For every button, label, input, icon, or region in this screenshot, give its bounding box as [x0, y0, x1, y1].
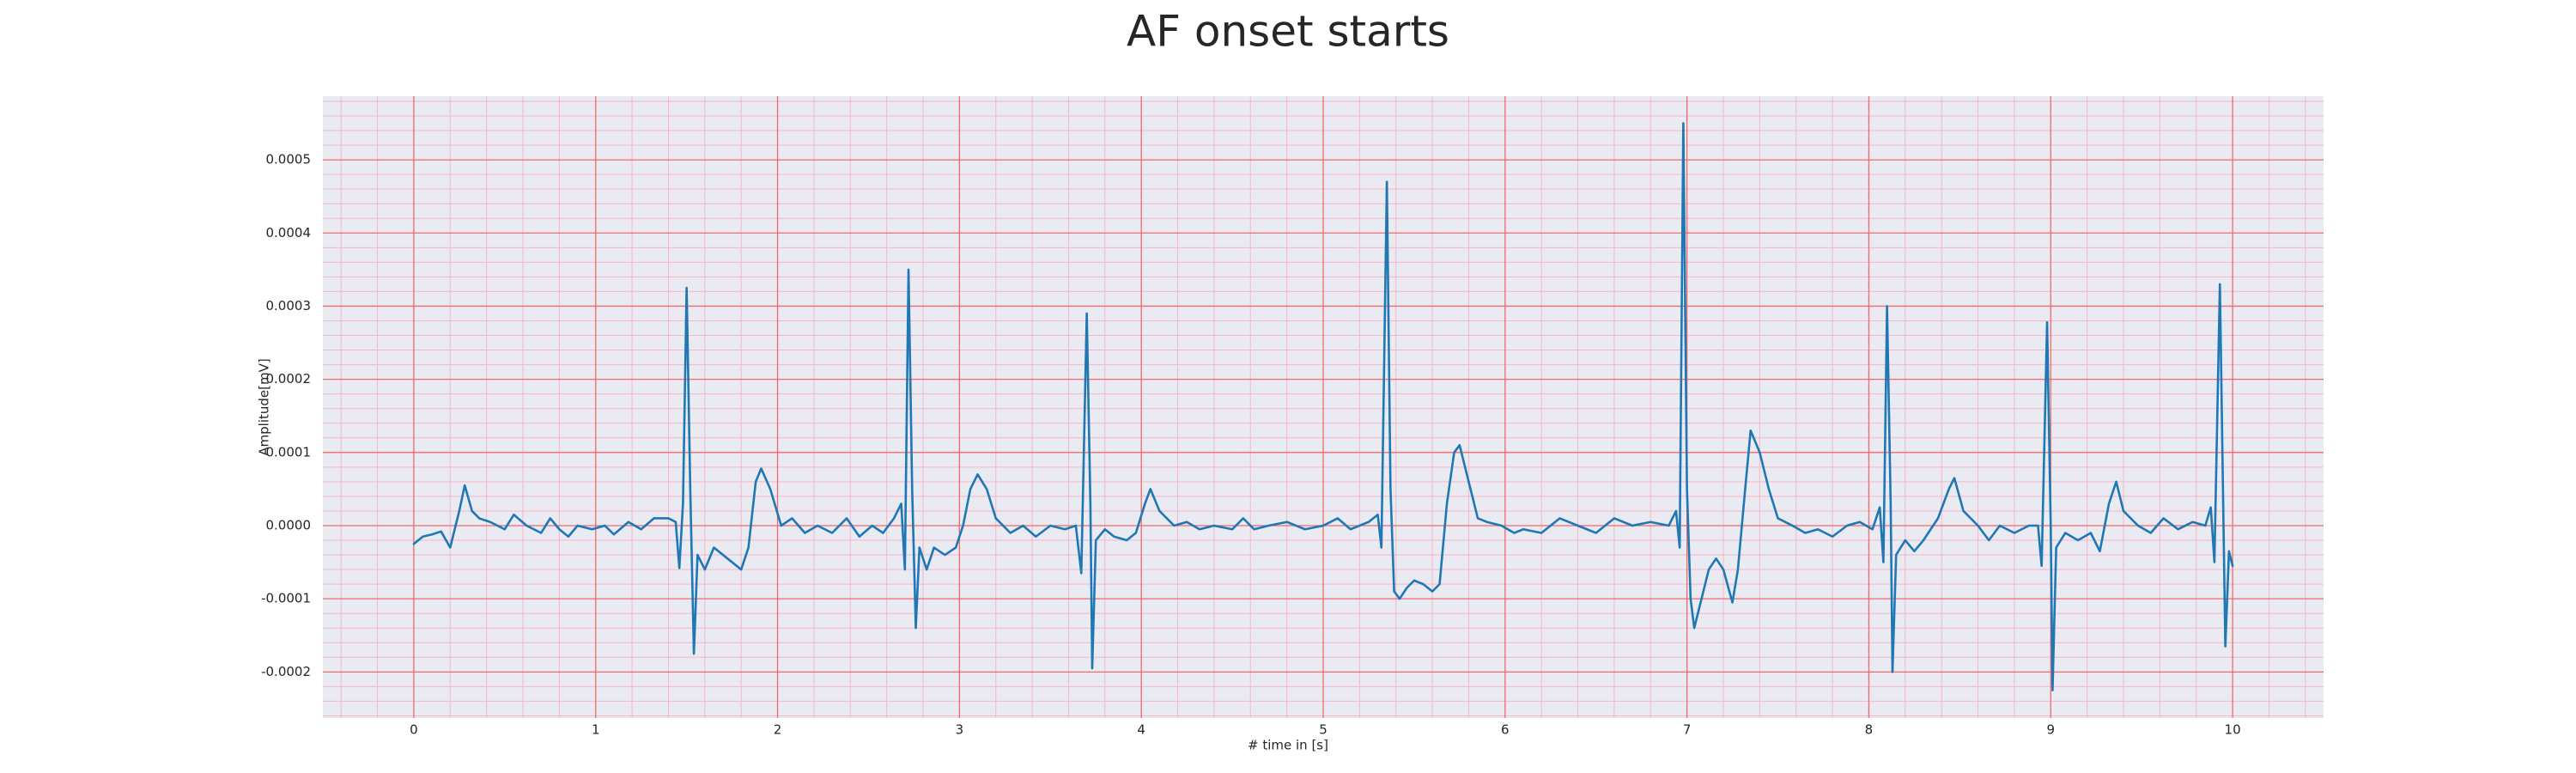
x-tick-label: 9: [2046, 722, 2055, 738]
y-axis-label: Amplitude[mV]: [257, 358, 272, 455]
y-tick-label: 0.0004: [266, 225, 312, 240]
x-tick-label: 5: [1319, 722, 1327, 738]
y-tick-label: 0.0000: [266, 517, 312, 533]
x-tick-label: 2: [774, 722, 782, 738]
data-layer: [412, 122, 2234, 691]
y-tick-label: -0.0002: [261, 664, 311, 679]
x-tick-label: 8: [1865, 722, 1874, 738]
x-axis-label: # time in [s]: [1248, 738, 1328, 753]
y-tick-label: 0.0003: [266, 298, 312, 313]
tick-labels: 0 1 2 3 4 5 6 7 8 9 10 -0.0002 -0.0001 0.0000 0.0001 0.…: [261, 152, 2241, 738]
y-tick-label: 0.0005: [266, 152, 312, 167]
y-tick-label: 0.0001: [266, 444, 312, 460]
x-tick-label: 10: [2225, 722, 2241, 738]
x-tick-label: 0: [410, 722, 418, 738]
x-tick-label: 3: [956, 722, 964, 738]
x-tick-label: 1: [592, 722, 600, 738]
x-tick-label: 6: [1501, 722, 1510, 738]
ecg-line: [412, 122, 2234, 691]
x-tick-label: 4: [1137, 722, 1145, 738]
chart-title: AF onset starts: [1127, 7, 1449, 57]
x-tick-label: 7: [1683, 722, 1692, 738]
y-tick-label: -0.0001: [261, 591, 311, 606]
y-tick-label: 0.0002: [266, 371, 312, 386]
